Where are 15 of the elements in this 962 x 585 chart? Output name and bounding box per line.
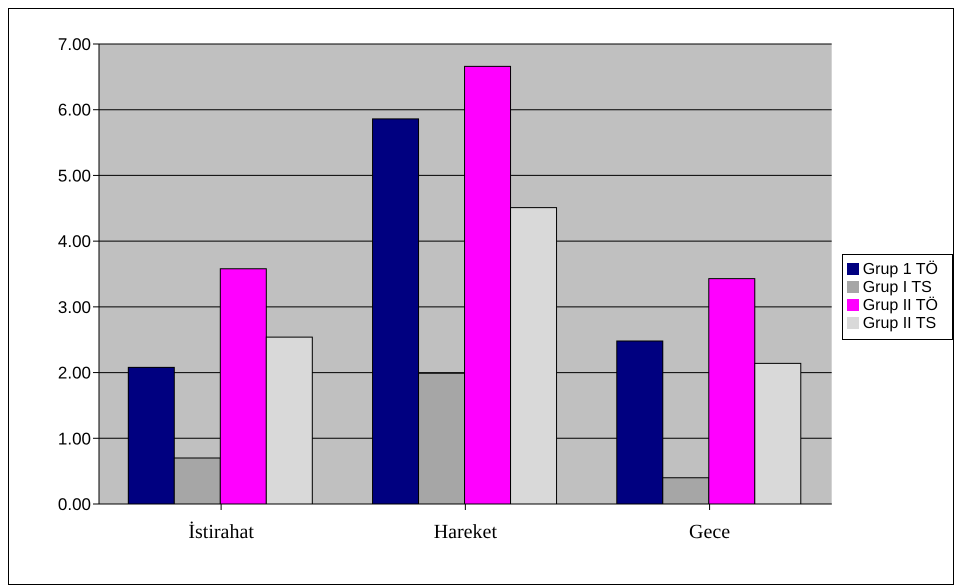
x-tick-label: Gece — [689, 521, 730, 544]
y-tick-label: 6.00 — [58, 100, 91, 120]
legend-label: Grup II TÖ — [862, 296, 938, 314]
y-tick-label: 7.00 — [58, 35, 91, 54]
y-tick-label: 1.00 — [58, 429, 91, 448]
y-tick-label: 3.00 — [58, 298, 91, 317]
y-tick-label: 2.00 — [58, 364, 91, 383]
legend-label: Grup I TS — [862, 278, 932, 296]
y-tick-label: 4.00 — [58, 232, 91, 252]
legend-label: Grup 1 TÖ — [862, 260, 938, 278]
x-tick-label: Hareket — [434, 521, 498, 544]
y-tick-label: 0.00 — [58, 495, 91, 514]
legend-label: Grup II TS — [862, 314, 936, 332]
x-tick-label: İstirahat — [188, 521, 254, 544]
y-tick-label: 5.00 — [58, 166, 91, 186]
